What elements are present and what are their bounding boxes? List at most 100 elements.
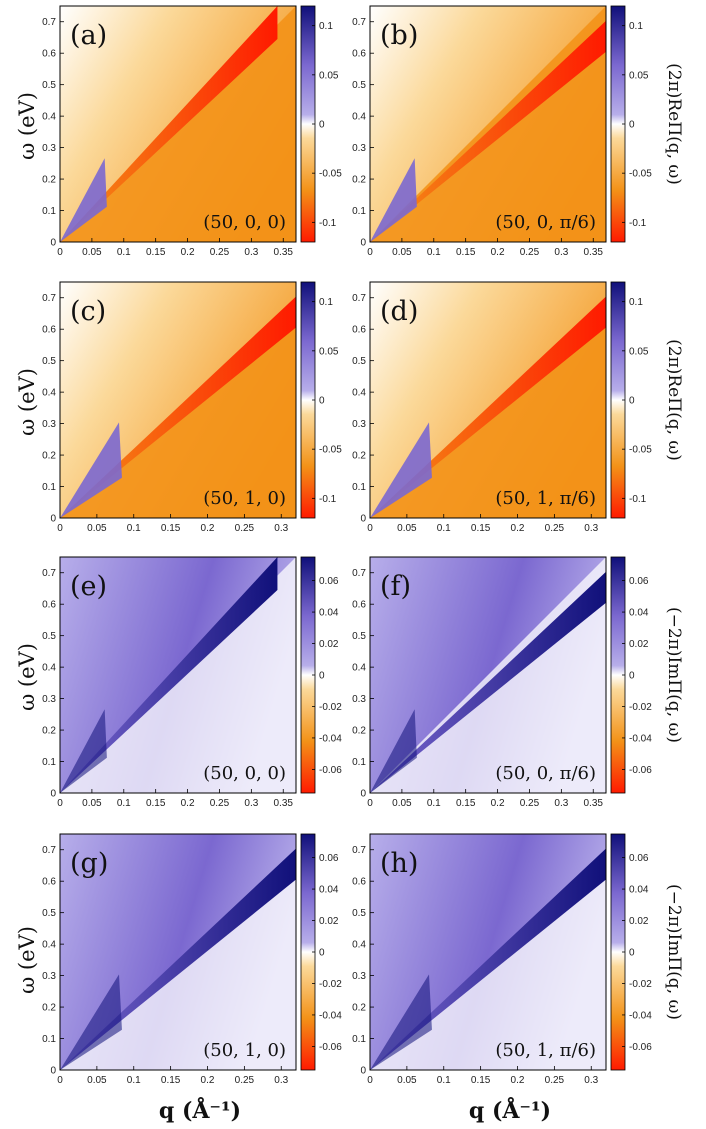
y-tick-label: 0.7 bbox=[42, 293, 56, 304]
heatmap-b bbox=[370, 6, 606, 242]
x-tick-label: 0.05 bbox=[392, 798, 412, 809]
y-tick-label: 0.5 bbox=[42, 908, 56, 919]
x-tick-label: 0.15 bbox=[146, 798, 166, 809]
x-tick-label: 0.3 bbox=[584, 1075, 598, 1086]
y-tick-label: 0.1 bbox=[352, 482, 366, 493]
panel-label: (e) bbox=[70, 571, 107, 602]
colorbar-tick-label: 0 bbox=[319, 671, 325, 682]
x-tick-label: 0 bbox=[367, 247, 373, 258]
colorbar-h: 0.06 0.04 0.02 0 -0.02 -0.04 -0.06 (−2π)ImΠ(q, … bbox=[610, 833, 684, 1071]
x-tick-label: 0.25 bbox=[235, 523, 255, 534]
colorbar-tick-label: -0.04 bbox=[319, 1010, 342, 1021]
y-tick-label: 0.7 bbox=[352, 845, 366, 856]
x-tick-label: 0.25 bbox=[520, 247, 540, 258]
y-tick-label: 0.2 bbox=[352, 1003, 366, 1014]
y-tick-label: 0.2 bbox=[42, 175, 56, 186]
y-tick-label: 0.4 bbox=[42, 388, 56, 399]
y-tick-label: 0.6 bbox=[42, 600, 56, 611]
y-tick-label: 0 bbox=[360, 789, 366, 800]
x-tick-label: 0.1 bbox=[117, 247, 131, 258]
x-tick-label: 0.3 bbox=[584, 523, 598, 534]
x-tick-label: 0.15 bbox=[471, 523, 491, 534]
x-tick-label: 0 bbox=[367, 523, 373, 534]
y-tick-label: 0 bbox=[50, 1066, 56, 1077]
colorbar-tick-label: -0.1 bbox=[319, 218, 337, 229]
x-tick-label: 0.3 bbox=[244, 798, 258, 809]
colorbar-tick-label: -0.05 bbox=[629, 445, 652, 456]
y-tick-label: 0.2 bbox=[352, 726, 366, 737]
colorbar-tick-label: -0.06 bbox=[629, 1042, 652, 1053]
colorbar-e: 0.06 0.04 0.02 0 -0.02 -0.04 -0.06 bbox=[300, 556, 342, 794]
x-tick-label: 0.2 bbox=[511, 1075, 525, 1086]
x-tick-label: 0.1 bbox=[127, 523, 141, 534]
y-tick-label: 0.7 bbox=[42, 568, 56, 579]
y-tick-label: 0.5 bbox=[352, 631, 366, 642]
colorbar-tick-label: -0.06 bbox=[319, 1042, 342, 1053]
y-tick-label: 0.4 bbox=[42, 112, 56, 123]
colorbar-tick-label: 0 bbox=[629, 120, 635, 131]
low-q-feature bbox=[60, 709, 107, 793]
panel-a: 0 0.05 0.1 0.15 0.2 0.25 0.3 0.35 0 0.1 0.2 0.3 0.4 0… bbox=[42, 5, 342, 258]
colorbar-b: 0.1 0.05 0 -0.05 -0.1 (2π)ReΠ(q, ω) bbox=[610, 5, 684, 243]
low-q-feature bbox=[60, 158, 107, 242]
heatmap-e bbox=[60, 557, 296, 793]
x-tick-label: 0.05 bbox=[82, 798, 102, 809]
colorbar-tick-label: -0.05 bbox=[629, 169, 652, 180]
x-tick-label: 0.3 bbox=[554, 247, 568, 258]
y-axis-label-row1: ω (eV) bbox=[15, 92, 39, 160]
lower-region bbox=[370, 557, 606, 793]
colorbar-tick-label: 0.05 bbox=[319, 70, 339, 81]
y-tick-label: 0.1 bbox=[42, 757, 56, 768]
colorbar-tick-label: 0 bbox=[319, 948, 325, 959]
panel-params: (50, 1, π/6) bbox=[495, 1040, 596, 1061]
y-tick-label: 0.7 bbox=[352, 293, 366, 304]
y-tick-label: 0.1 bbox=[352, 206, 366, 217]
x-tick-label: 0.1 bbox=[437, 1075, 451, 1086]
x-tick-label: 0.35 bbox=[584, 798, 604, 809]
x-tick-label: 0 bbox=[57, 1075, 63, 1086]
x-tick-label: 0 bbox=[57, 247, 63, 258]
colorbar-tick-label: -0.06 bbox=[629, 765, 652, 776]
heatmap-f bbox=[370, 557, 606, 793]
y-tick-label: 0 bbox=[360, 514, 366, 525]
panel-b: 0 0.05 0.1 0.15 0.2 0.25 0.3 0.35 0 0.1 0.2 0.3 0.4 0… bbox=[352, 5, 684, 258]
x-tick-label: 0.15 bbox=[456, 247, 476, 258]
y-tick-label: 0.1 bbox=[352, 1034, 366, 1045]
panel-params: (50, 0, π/6) bbox=[495, 763, 596, 784]
y-tick-label: 0.7 bbox=[42, 845, 56, 856]
x-tick-label: 0.35 bbox=[274, 798, 294, 809]
low-q-feature bbox=[60, 422, 122, 518]
y-axis-label-row4: ω (eV) bbox=[15, 926, 39, 994]
heatmap-a bbox=[60, 6, 296, 242]
colorbar-tick-label: -0.04 bbox=[319, 733, 342, 744]
colorbar-tick-label: 0.1 bbox=[629, 297, 643, 308]
x-tick-label: 0.05 bbox=[397, 523, 417, 534]
x-tick-label: 0.15 bbox=[161, 1075, 181, 1086]
y-tick-label: 0.5 bbox=[352, 908, 366, 919]
colorbar-tick-label: -0.02 bbox=[319, 702, 342, 713]
low-q-feature bbox=[370, 422, 432, 518]
y-tick-label: 0.5 bbox=[42, 80, 56, 91]
x-tick-label: 0.2 bbox=[201, 523, 215, 534]
x-tick-label: 0 bbox=[57, 798, 63, 809]
colorbar-c: 0.1 0.05 0 -0.05 -0.1 bbox=[300, 281, 342, 519]
y-tick-label: 0.3 bbox=[352, 971, 366, 982]
y-tick-label: 0.2 bbox=[352, 175, 366, 186]
dispersion-band bbox=[370, 848, 606, 1070]
y-tick-label: 0 bbox=[360, 238, 366, 249]
plot-frame bbox=[369, 5, 607, 243]
panel-f: 0 0.05 0.1 0.15 0.2 0.25 0.3 0.35 0 0.1 0.2 0.3 0.4 0… bbox=[352, 556, 684, 809]
colorbar-tick-label: 0.06 bbox=[319, 576, 339, 587]
plot-frame bbox=[59, 5, 297, 243]
x-tick-label: 0.3 bbox=[274, 523, 288, 534]
dispersion-band bbox=[60, 848, 296, 1070]
colorbar-tick-label: 0.06 bbox=[629, 853, 649, 864]
panel-label: (f) bbox=[380, 571, 411, 602]
x-tick-label: 0.2 bbox=[491, 247, 505, 258]
x-tick-label: 0.15 bbox=[146, 247, 166, 258]
y-tick-label: 0.4 bbox=[42, 663, 56, 674]
x-tick-label: 0.2 bbox=[181, 798, 195, 809]
colorbar-tick-label: 0.06 bbox=[629, 576, 649, 587]
panel-params: (50, 1, π/6) bbox=[495, 488, 596, 509]
colorbar-tick-label: 0.06 bbox=[319, 853, 339, 864]
